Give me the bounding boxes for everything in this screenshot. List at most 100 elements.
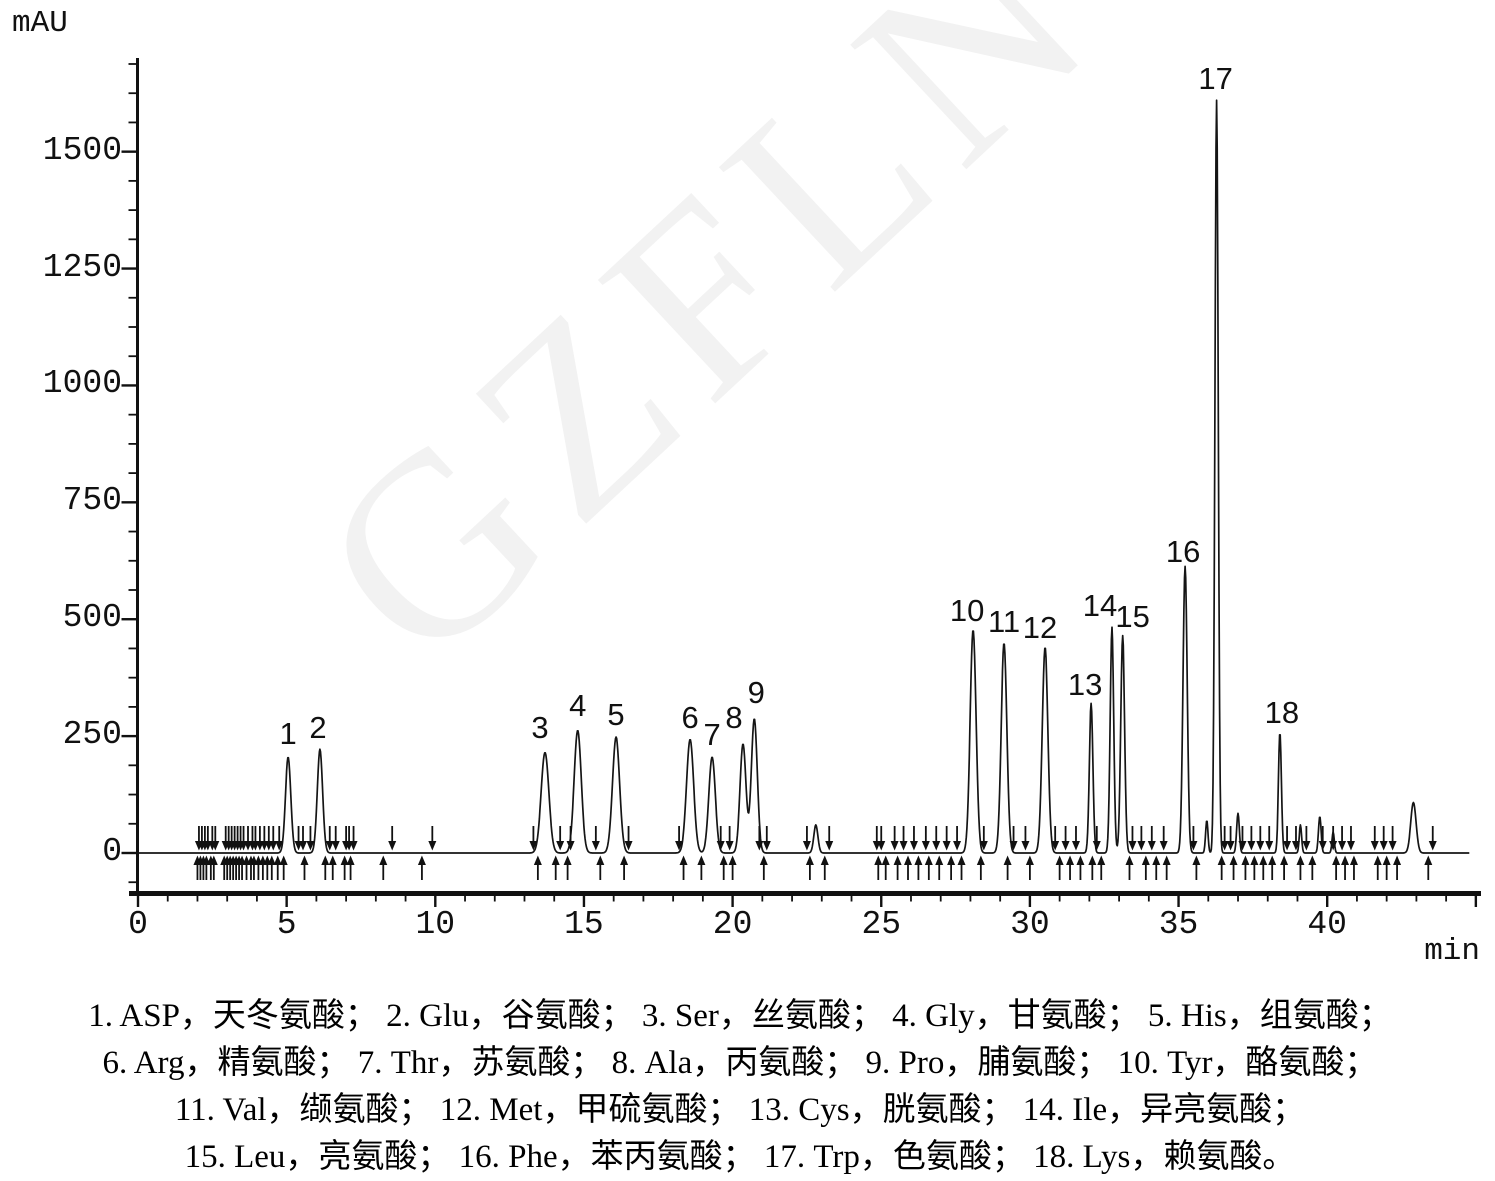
integration-arrowhead-up	[893, 855, 902, 865]
integration-arrowhead-up	[1025, 855, 1034, 865]
integration-arrowhead-down	[275, 841, 284, 851]
integration-arrowhead-down	[299, 841, 308, 851]
integration-arrowhead-up	[1097, 855, 1106, 865]
integration-arrowhead-down	[325, 841, 334, 851]
integration-arrowhead-up	[679, 855, 688, 865]
integration-arrowhead-up	[697, 855, 706, 865]
integration-arrowhead-down	[388, 841, 397, 851]
legend-line-3: 11. Val，缬氨酸； 12. Met，甲硫氨酸； 13. Cys，胱氨酸； …	[174, 1092, 1306, 1128]
integration-arrowhead-up	[1125, 855, 1134, 865]
integration-arrowhead-up	[1341, 855, 1350, 865]
integration-arrowhead-down	[1071, 841, 1080, 851]
integration-arrowhead-down	[1159, 841, 1168, 851]
y-axis-unit-label: mAU	[12, 6, 68, 41]
integration-arrowhead-up	[874, 855, 883, 865]
integration-arrowhead-down	[716, 841, 725, 851]
integration-arrowhead-up	[321, 855, 330, 865]
integration-arrowhead-down	[1370, 841, 1379, 851]
integration-arrowhead-down	[1265, 841, 1274, 851]
integration-arrowhead-down	[1346, 841, 1355, 851]
integration-arrowhead-down	[591, 841, 600, 851]
integration-arrowhead-down	[762, 841, 771, 851]
integration-arrowhead-up	[340, 855, 349, 865]
integration-arrowhead-down	[1220, 841, 1229, 851]
legend-line-4: 15. Leu，亮氨酸； 16. Phe，苯丙氨酸； 17. Trp，色氨酸； …	[184, 1139, 1296, 1175]
integration-arrowhead-up	[1241, 855, 1250, 865]
integration-arrowhead-up	[1296, 855, 1305, 865]
integration-arrowhead-down	[755, 841, 764, 851]
x-axis-unit-label: min	[1424, 934, 1480, 969]
integration-arrowhead-down	[331, 841, 340, 851]
integration-arrowhead-down	[1256, 841, 1265, 851]
integration-arrowhead-down	[1318, 841, 1327, 851]
integration-arrowhead-down	[1137, 841, 1146, 851]
integration-arrowhead-down	[1338, 841, 1347, 851]
integration-arrowhead-down	[909, 841, 918, 851]
integration-arrowhead-down	[1428, 841, 1437, 851]
integration-arrowhead-down	[269, 841, 278, 851]
integration-arrowhead-down	[921, 841, 930, 851]
integration-arrowhead-down	[1061, 841, 1070, 851]
integration-arrowhead-down	[1291, 841, 1300, 851]
integration-arrowhead-up	[820, 855, 829, 865]
integration-arrowhead-up	[759, 855, 768, 865]
integration-arrowhead-down	[1238, 841, 1247, 851]
integration-arrowhead-up	[300, 855, 309, 865]
integration-arrowhead-down	[953, 841, 962, 851]
integration-arrowhead-up	[1308, 855, 1317, 865]
integration-arrowhead-up	[904, 855, 913, 865]
integration-arrowhead-down	[675, 841, 684, 851]
integration-arrowhead-down	[1147, 841, 1156, 851]
integration-arrowhead-down	[1329, 841, 1338, 851]
integration-arrowhead-down	[932, 841, 941, 851]
integration-arrowhead-up	[1003, 855, 1012, 865]
legend-line-1: 1. ASP，天冬氨酸； 2. Glu，谷氨酸； 3. Ser，丝氨酸； 4. …	[88, 998, 1392, 1034]
integration-arrowhead-down	[1009, 841, 1018, 851]
integration-arrowhead-up	[976, 855, 985, 865]
integration-arrowhead-up	[1217, 855, 1226, 865]
integration-arrowhead-up	[957, 855, 966, 865]
integration-arrowhead-up	[209, 855, 218, 865]
integration-arrowhead-down	[624, 841, 633, 851]
integration-arrowhead-down	[1247, 841, 1256, 851]
integration-arrowhead-up	[1280, 855, 1289, 865]
integration-arrowhead-up	[379, 855, 388, 865]
integration-arrowhead-down	[428, 841, 437, 851]
integration-arrowhead-down	[802, 841, 811, 851]
integration-arrowhead-up	[1152, 855, 1161, 865]
integration-arrowhead-up	[1066, 855, 1075, 865]
integration-arrowhead-up	[1259, 855, 1268, 865]
integration-arrowhead-up	[328, 855, 337, 865]
integration-arrowhead-up	[1162, 855, 1171, 865]
integration-arrowhead-up	[1424, 855, 1433, 865]
integration-arrowhead-down	[725, 841, 734, 851]
integration-arrowhead-down	[979, 841, 988, 851]
integration-arrowhead-down	[825, 841, 834, 851]
integration-arrowhead-up	[1141, 855, 1150, 865]
integration-arrowhead-up	[1088, 855, 1097, 865]
integration-arrowhead-up	[924, 855, 933, 865]
integration-arrowhead-up	[279, 855, 288, 865]
integration-arrowhead-up	[935, 855, 944, 865]
integration-arrowhead-up	[881, 855, 890, 865]
integration-arrowhead-up	[563, 855, 572, 865]
integration-arrowhead-up	[346, 855, 355, 865]
integration-arrowhead-up	[267, 855, 276, 865]
integration-arrowhead-up	[273, 855, 282, 865]
integration-arrowhead-down	[556, 841, 565, 851]
integration-arrowhead-up	[1055, 855, 1064, 865]
integration-arrowhead-up	[1076, 855, 1085, 865]
integration-arrowhead-up	[914, 855, 923, 865]
integration-arrowhead-up	[1250, 855, 1259, 865]
integration-arrowhead-up	[551, 855, 560, 865]
integration-arrowhead-up	[719, 855, 728, 865]
integration-arrowhead-up	[1268, 855, 1277, 865]
integration-arrowhead-down	[1283, 841, 1292, 851]
integration-arrowhead-up	[1393, 855, 1402, 865]
integration-arrowhead-down	[1128, 841, 1137, 851]
integration-arrowhead-up	[1192, 855, 1201, 865]
integration-arrowhead-down	[1051, 841, 1060, 851]
integration-arrowhead-up	[1349, 855, 1358, 865]
integration-arrowhead-up	[947, 855, 956, 865]
